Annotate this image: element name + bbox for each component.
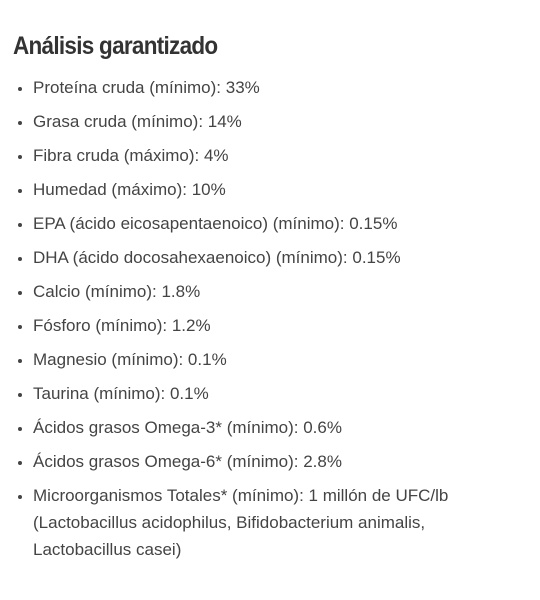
list-item: Taurina (mínimo): 0.1%	[33, 380, 513, 407]
list-item: Grasa cruda (mínimo): 14%	[33, 108, 513, 135]
list-item: Ácidos grasos Omega-3* (mínimo): 0.6%	[33, 414, 513, 441]
list-item: DHA (ácido docosahexaenoico) (mínimo): 0…	[33, 244, 513, 271]
list-item: Fósforo (mínimo): 1.2%	[33, 312, 513, 339]
section-title: Análisis garantizado	[13, 32, 218, 60]
list-item: Proteína cruda (mínimo): 33%	[33, 74, 513, 101]
list-item: Microorganismos Totales* (mínimo): 1 mil…	[33, 482, 513, 563]
list-item: Calcio (mínimo): 1.8%	[33, 278, 513, 305]
list-item: Ácidos grasos Omega-6* (mínimo): 2.8%	[33, 448, 513, 475]
list-item: EPA (ácido eicosapentaenoico) (mínimo): …	[33, 210, 513, 237]
analysis-list: Proteína cruda (mínimo): 33% Grasa cruda …	[15, 74, 513, 570]
list-item: Humedad (máximo): 10%	[33, 176, 513, 203]
list-item: Magnesio (mínimo): 0.1%	[33, 346, 513, 373]
list-item: Fibra cruda (máximo): 4%	[33, 142, 513, 169]
